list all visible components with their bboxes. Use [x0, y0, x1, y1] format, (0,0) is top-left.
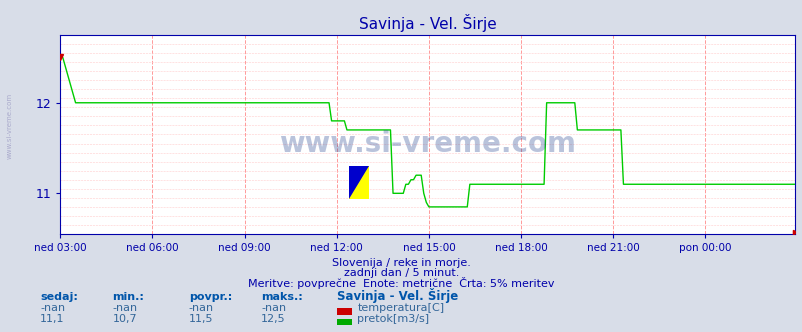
- Text: sedaj:: sedaj:: [40, 292, 78, 302]
- Text: Savinja - Vel. Širje: Savinja - Vel. Širje: [337, 289, 458, 303]
- Text: -nan: -nan: [188, 303, 213, 313]
- Title: Savinja - Vel. Širje: Savinja - Vel. Širje: [358, 14, 496, 32]
- Text: pretok[m3/s]: pretok[m3/s]: [357, 314, 429, 324]
- Text: 11,1: 11,1: [40, 314, 65, 324]
- Polygon shape: [349, 166, 369, 199]
- Text: Meritve: povprečne  Enote: metrične  Črta: 5% meritev: Meritve: povprečne Enote: metrične Črta:…: [248, 277, 554, 289]
- Bar: [337, 308, 351, 315]
- Text: povpr.:: povpr.:: [188, 292, 232, 302]
- Text: 10,7: 10,7: [112, 314, 137, 324]
- Bar: [337, 319, 351, 325]
- Text: min.:: min.:: [112, 292, 144, 302]
- Text: www.si-vreme.com: www.si-vreme.com: [6, 93, 13, 159]
- Text: -nan: -nan: [40, 303, 65, 313]
- Text: maks.:: maks.:: [261, 292, 302, 302]
- Text: 11,5: 11,5: [188, 314, 213, 324]
- Text: -nan: -nan: [261, 303, 286, 313]
- Polygon shape: [349, 166, 369, 199]
- Text: www.si-vreme.com: www.si-vreme.com: [279, 130, 575, 158]
- Text: 12,5: 12,5: [261, 314, 286, 324]
- Text: zadnji dan / 5 minut.: zadnji dan / 5 minut.: [343, 268, 459, 278]
- Text: Slovenija / reke in morje.: Slovenija / reke in morje.: [332, 258, 470, 268]
- Text: temperatura[C]: temperatura[C]: [357, 303, 444, 313]
- Text: -nan: -nan: [112, 303, 137, 313]
